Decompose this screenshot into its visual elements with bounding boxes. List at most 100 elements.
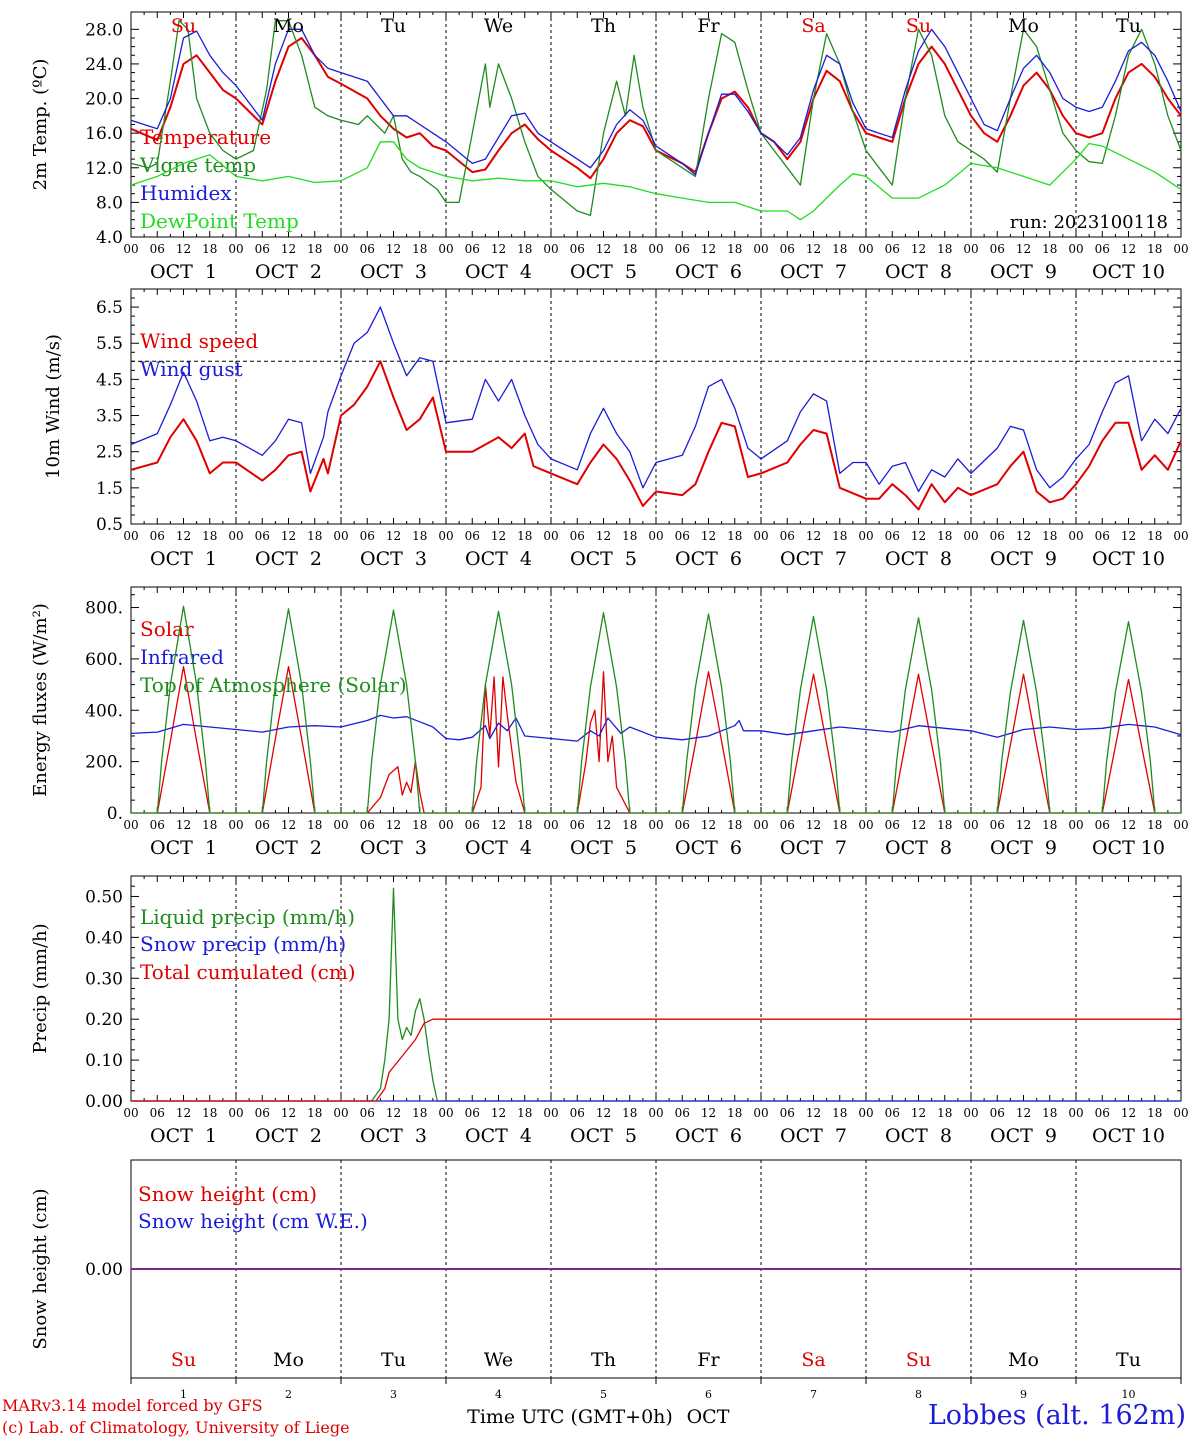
y-axis-label: Precip (mm/h) [30,923,51,1053]
y-tick-label: 0.30 [85,969,123,989]
hour-tick-label: 00 [123,529,138,543]
hour-tick-label: 06 [780,242,795,256]
hour-tick-label: 18 [832,529,847,543]
hour-tick-label: 18 [412,1106,427,1120]
hour-tick-label: 18 [1042,818,1057,832]
hour-tick-label: 00 [1173,818,1188,832]
weekday-label: Su [171,15,196,37]
date-label: OCT 5 [570,261,637,283]
hour-tick-label: 12 [911,242,926,256]
hour-tick-label: 06 [465,242,480,256]
hour-tick-label: 00 [543,1106,558,1120]
legend-entry: Infrared [140,645,224,669]
hour-tick-label: 06 [1095,529,1110,543]
hour-tick-label: 18 [727,529,742,543]
time-axis-label: Time UTC (GMT+0h) [467,1406,673,1428]
hour-tick-label: 12 [176,818,191,832]
legend-entry: Wind gust [140,357,243,381]
hour-tick-label: 18 [1042,1106,1057,1120]
y-axis-label: 10m Wind (m/s) [43,334,64,479]
hour-tick-label: 06 [780,1106,795,1120]
hour-tick-label: 12 [596,1106,611,1120]
hour-tick-label: 00 [438,1106,453,1120]
hour-tick-label: 18 [832,818,847,832]
hour-tick-label: 06 [570,818,585,832]
hour-tick-label: 00 [228,242,243,256]
weekday-label: Su [906,15,931,37]
hour-tick-label: 00 [858,818,873,832]
y-tick-label: 2.5 [96,443,123,463]
hour-tick-label: 06 [255,818,270,832]
legend-entry: Vigne temp [139,153,256,177]
hour-tick-label: 00 [648,529,663,543]
hour-tick-label: 18 [1147,242,1162,256]
hour-tick-label: 12 [701,818,716,832]
hour-tick-label: 06 [255,1106,270,1120]
hour-tick-label: 00 [543,818,558,832]
weekday-label: Tu [381,15,406,37]
legend-entry: Solar [140,617,194,641]
hour-tick-label: 06 [150,1106,165,1120]
hour-tick-label: 06 [675,529,690,543]
hour-tick-label: 12 [386,242,401,256]
hour-tick-label: 18 [727,242,742,256]
hour-tick-label: 18 [412,529,427,543]
weekday-label: Mo [273,1349,304,1371]
hour-tick-label: 06 [465,818,480,832]
hour-tick-label: 06 [885,529,900,543]
date-label: OCT 1 [150,261,217,283]
hour-tick-label: 00 [438,818,453,832]
hour-tick-label: 06 [150,818,165,832]
hour-tick-label: 00 [333,1106,348,1120]
date-label: OCT 1 [150,548,217,570]
hour-tick-label: 00 [438,242,453,256]
weekday-label: Mo [1008,15,1039,37]
hour-tick-label: 06 [255,529,270,543]
date-label: OCT 7 [780,548,847,570]
hour-tick-label: 18 [622,1106,637,1120]
series-infrared [130,714,1182,742]
hour-tick-label: 12 [491,242,506,256]
series-liquid-precip-mm-h- [131,887,1181,1102]
hour-tick-label: 00 [1173,529,1188,543]
hour-tick-label: 06 [360,1106,375,1120]
date-label: OCT 2 [255,837,322,859]
y-tick-label: 8.0 [96,193,123,213]
date-label: OCT 3 [360,261,427,283]
date-label: OCT 2 [255,548,322,570]
legend-entry: Total cumulated (cm) [140,960,356,984]
hour-tick-label: 00 [1173,242,1188,256]
date-label: OCT 4 [465,1125,532,1147]
hour-tick-label: 06 [885,1106,900,1120]
y-tick-label: 24.0 [85,55,123,75]
panel-wind: 00 06 12 18 00 06 12 18 00 06 12 18 00 06 12 18 00 06 12 18… [43,288,1189,570]
y-tick-label: 0.50 [85,887,123,907]
hour-tick-label: 00 [333,529,348,543]
date-label: OCT 4 [465,837,532,859]
hour-tick-label: 12 [176,1106,191,1120]
y-tick-label: 6.5 [96,298,123,318]
day-number: 8 [915,1388,922,1401]
day-number: 1 [180,1388,187,1401]
date-label: OCT 2 [255,261,322,283]
y-axis-label: Snow height (cm) [30,1188,51,1349]
y-axis-label: Energy fluxes (W/m²) [30,603,51,797]
hour-tick-label: 00 [228,818,243,832]
legend-entry: Wind speed [140,329,258,353]
hour-tick-label: 12 [911,818,926,832]
hour-tick-label: 18 [937,529,952,543]
date-label: OCT 4 [465,548,532,570]
hour-tick-label: 00 [333,242,348,256]
weekday-label: Tu [1116,15,1141,37]
hour-tick-label: 18 [1042,529,1057,543]
hour-tick-label: 06 [675,1106,690,1120]
hour-tick-label: 12 [491,529,506,543]
hour-tick-label: 00 [543,242,558,256]
weekday-label: Sa [801,15,825,37]
hour-tick-label: 00 [1068,242,1083,256]
hour-tick-label: 06 [150,529,165,543]
month-axis-label: OCT [687,1406,730,1428]
hour-tick-label: 12 [491,818,506,832]
hour-tick-label: 00 [648,242,663,256]
